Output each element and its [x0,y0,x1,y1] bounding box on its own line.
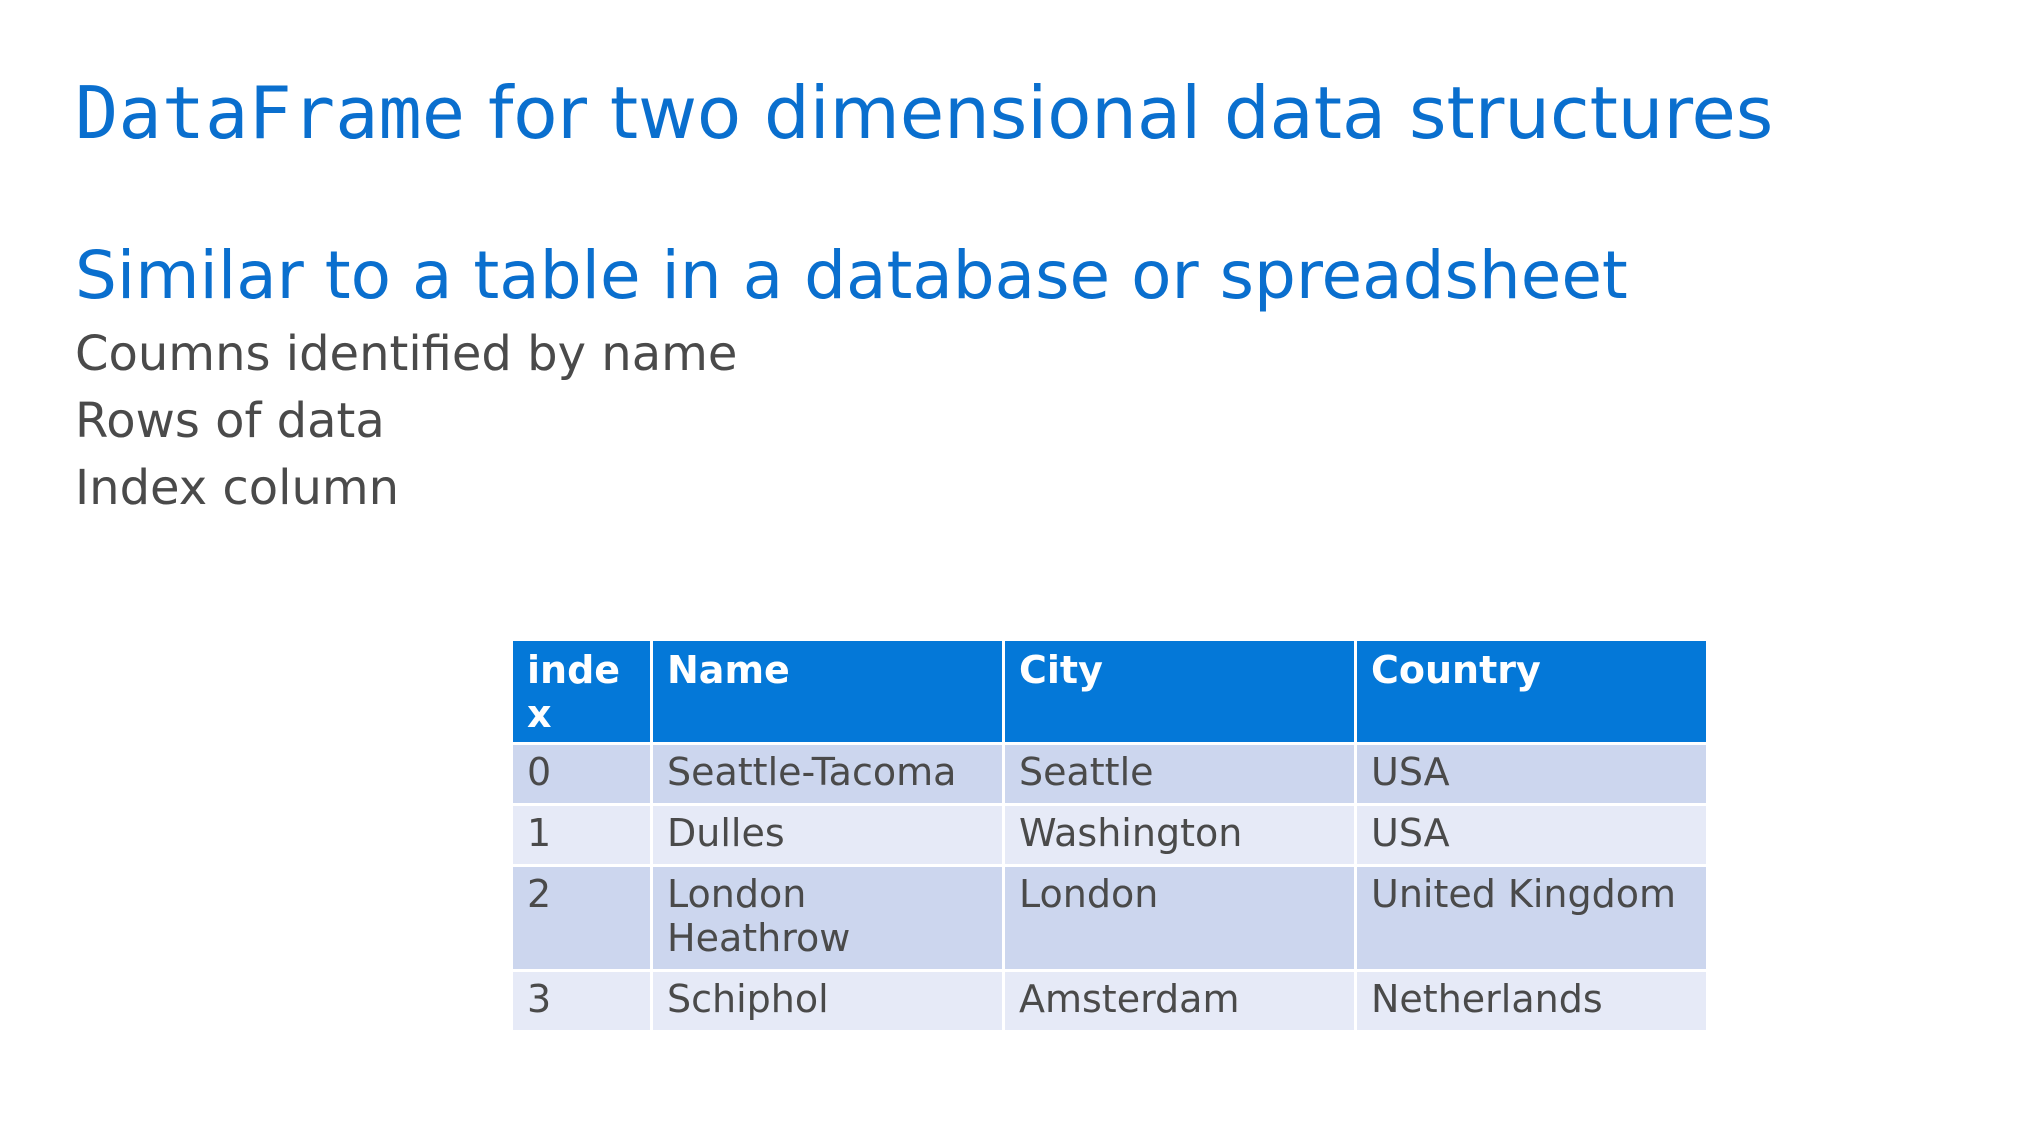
slide-subtitle: Similar to a table in a database or spre… [75,237,1628,314]
table-row: 2 London Heathrow London United Kingdom [510,864,1709,972]
cell-index: 3 [510,969,653,1033]
cell-country: USA [1354,803,1709,867]
cell-name: Dulles [650,803,1005,867]
header-city: City [1002,638,1357,745]
table-header-row: index Name City Country [510,638,1709,745]
bullet-item: Rows of data [75,393,385,449]
table-row: 0 Seattle-Tacoma Seattle USA [510,742,1709,806]
header-name: Name [650,638,1005,745]
cell-city: Washington [1002,803,1357,867]
cell-country: USA [1354,742,1709,806]
slide-title-code: DataFrame [75,71,466,155]
cell-index: 0 [510,742,653,806]
cell-name: Schiphol [650,969,1005,1033]
header-country: Country [1354,638,1709,745]
dataframe-table: index Name City Country 0 Seattle-Tacoma… [510,638,1709,1033]
cell-city: London [1002,864,1357,972]
cell-city: Seattle [1002,742,1357,806]
bullet-item: Index column [75,460,400,516]
slide-title: DataFrame for two dimensional data struc… [75,68,1773,158]
bullet-item: Coumns identified by name [75,326,738,382]
slide-title-rest: for two dimensional data structures [465,71,1774,155]
cell-index: 2 [510,864,653,972]
cell-city: Amsterdam [1002,969,1357,1033]
bullet-list: Coumns identified by name Rows of data I… [75,321,737,522]
table-row: 1 Dulles Washington USA [510,803,1709,867]
cell-country: Netherlands [1354,969,1709,1033]
table-row: 3 Schiphol Amsterdam Netherlands [510,969,1709,1033]
header-index: index [510,638,653,745]
cell-name: Seattle-Tacoma [650,742,1005,806]
cell-index: 1 [510,803,653,867]
cell-name: London Heathrow [650,864,1005,972]
cell-country: United Kingdom [1354,864,1709,972]
